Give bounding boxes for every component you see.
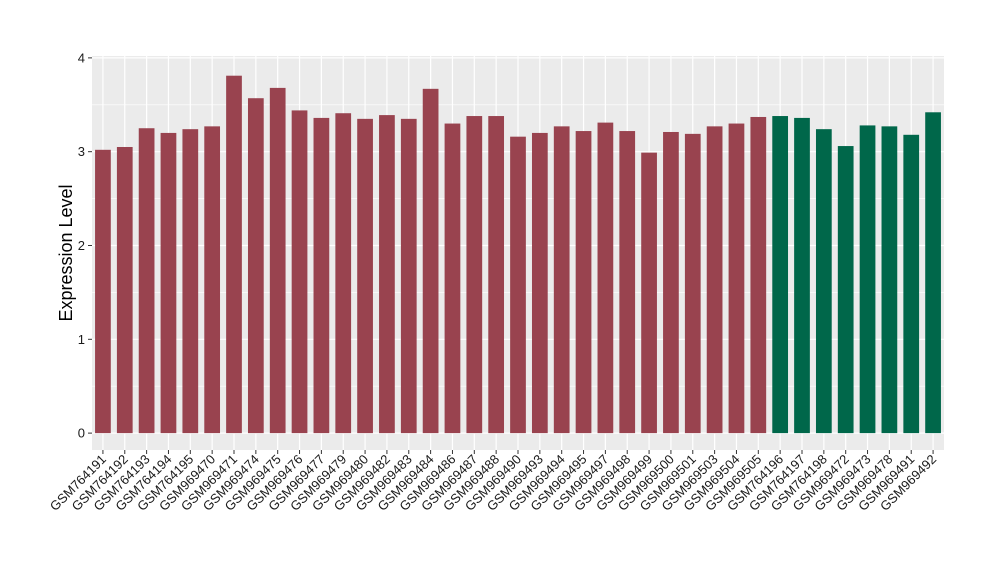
bar-GSM969482 [379, 115, 395, 434]
bar-GSM969473 [859, 125, 876, 434]
bar-GSM969487 [466, 116, 483, 434]
bar-GSM969505 [750, 116, 767, 434]
bar-GSM969488 [488, 116, 505, 434]
bar-GSM969492 [925, 112, 941, 434]
bar-GSM969486 [444, 123, 461, 434]
bar-GSM764196 [772, 116, 789, 434]
bar-GSM969474 [247, 98, 264, 434]
y-tick-label: 4 [78, 50, 85, 65]
bar-GSM969472 [837, 146, 854, 434]
bar-GSM969493 [531, 132, 548, 434]
bar-GSM969504 [728, 123, 745, 434]
bar-GSM969495 [575, 131, 592, 434]
bars [95, 75, 941, 434]
bar-GSM969498 [619, 131, 636, 434]
bar-GSM764197 [794, 117, 810, 434]
bar-GSM969478 [881, 126, 898, 434]
bar-GSM969479 [335, 113, 352, 434]
bar-GSM969480 [357, 118, 373, 434]
y-tick-label: 0 [78, 426, 85, 441]
bar-GSM764194 [160, 132, 177, 434]
y-tick-label: 2 [78, 238, 85, 253]
bar-GSM969494 [553, 126, 570, 434]
bar-GSM764192 [116, 146, 133, 434]
bar-GSM969477 [313, 117, 330, 434]
bar-GSM969484 [422, 88, 439, 434]
y-axis-title: Expression Level [56, 184, 76, 321]
bar-GSM764193 [138, 128, 155, 434]
bar-GSM969501 [684, 133, 701, 434]
x-axis: GSM764191GSM764192GSM764193GSM764194GSM7… [47, 450, 939, 514]
bar-GSM764195 [182, 129, 199, 434]
y-tick-label: 1 [78, 332, 85, 347]
bar-GSM969476 [291, 110, 308, 434]
bar-GSM969497 [597, 122, 614, 434]
bar-GSM969475 [269, 87, 286, 434]
bar-GSM969470 [204, 126, 221, 434]
bar-GSM764198 [815, 129, 832, 434]
bar-GSM969490 [510, 136, 526, 434]
bar-GSM969471 [226, 75, 242, 434]
y-axis: 0 1 2 3 4 [78, 50, 92, 441]
bar-GSM764191 [95, 149, 111, 434]
bar-GSM969491 [903, 134, 920, 434]
bar-GSM969483 [400, 118, 417, 434]
y-tick-label: 3 [78, 144, 85, 159]
bar-GSM969500 [663, 131, 679, 434]
bar-GSM969503 [706, 126, 723, 434]
bar-GSM969499 [641, 152, 657, 434]
